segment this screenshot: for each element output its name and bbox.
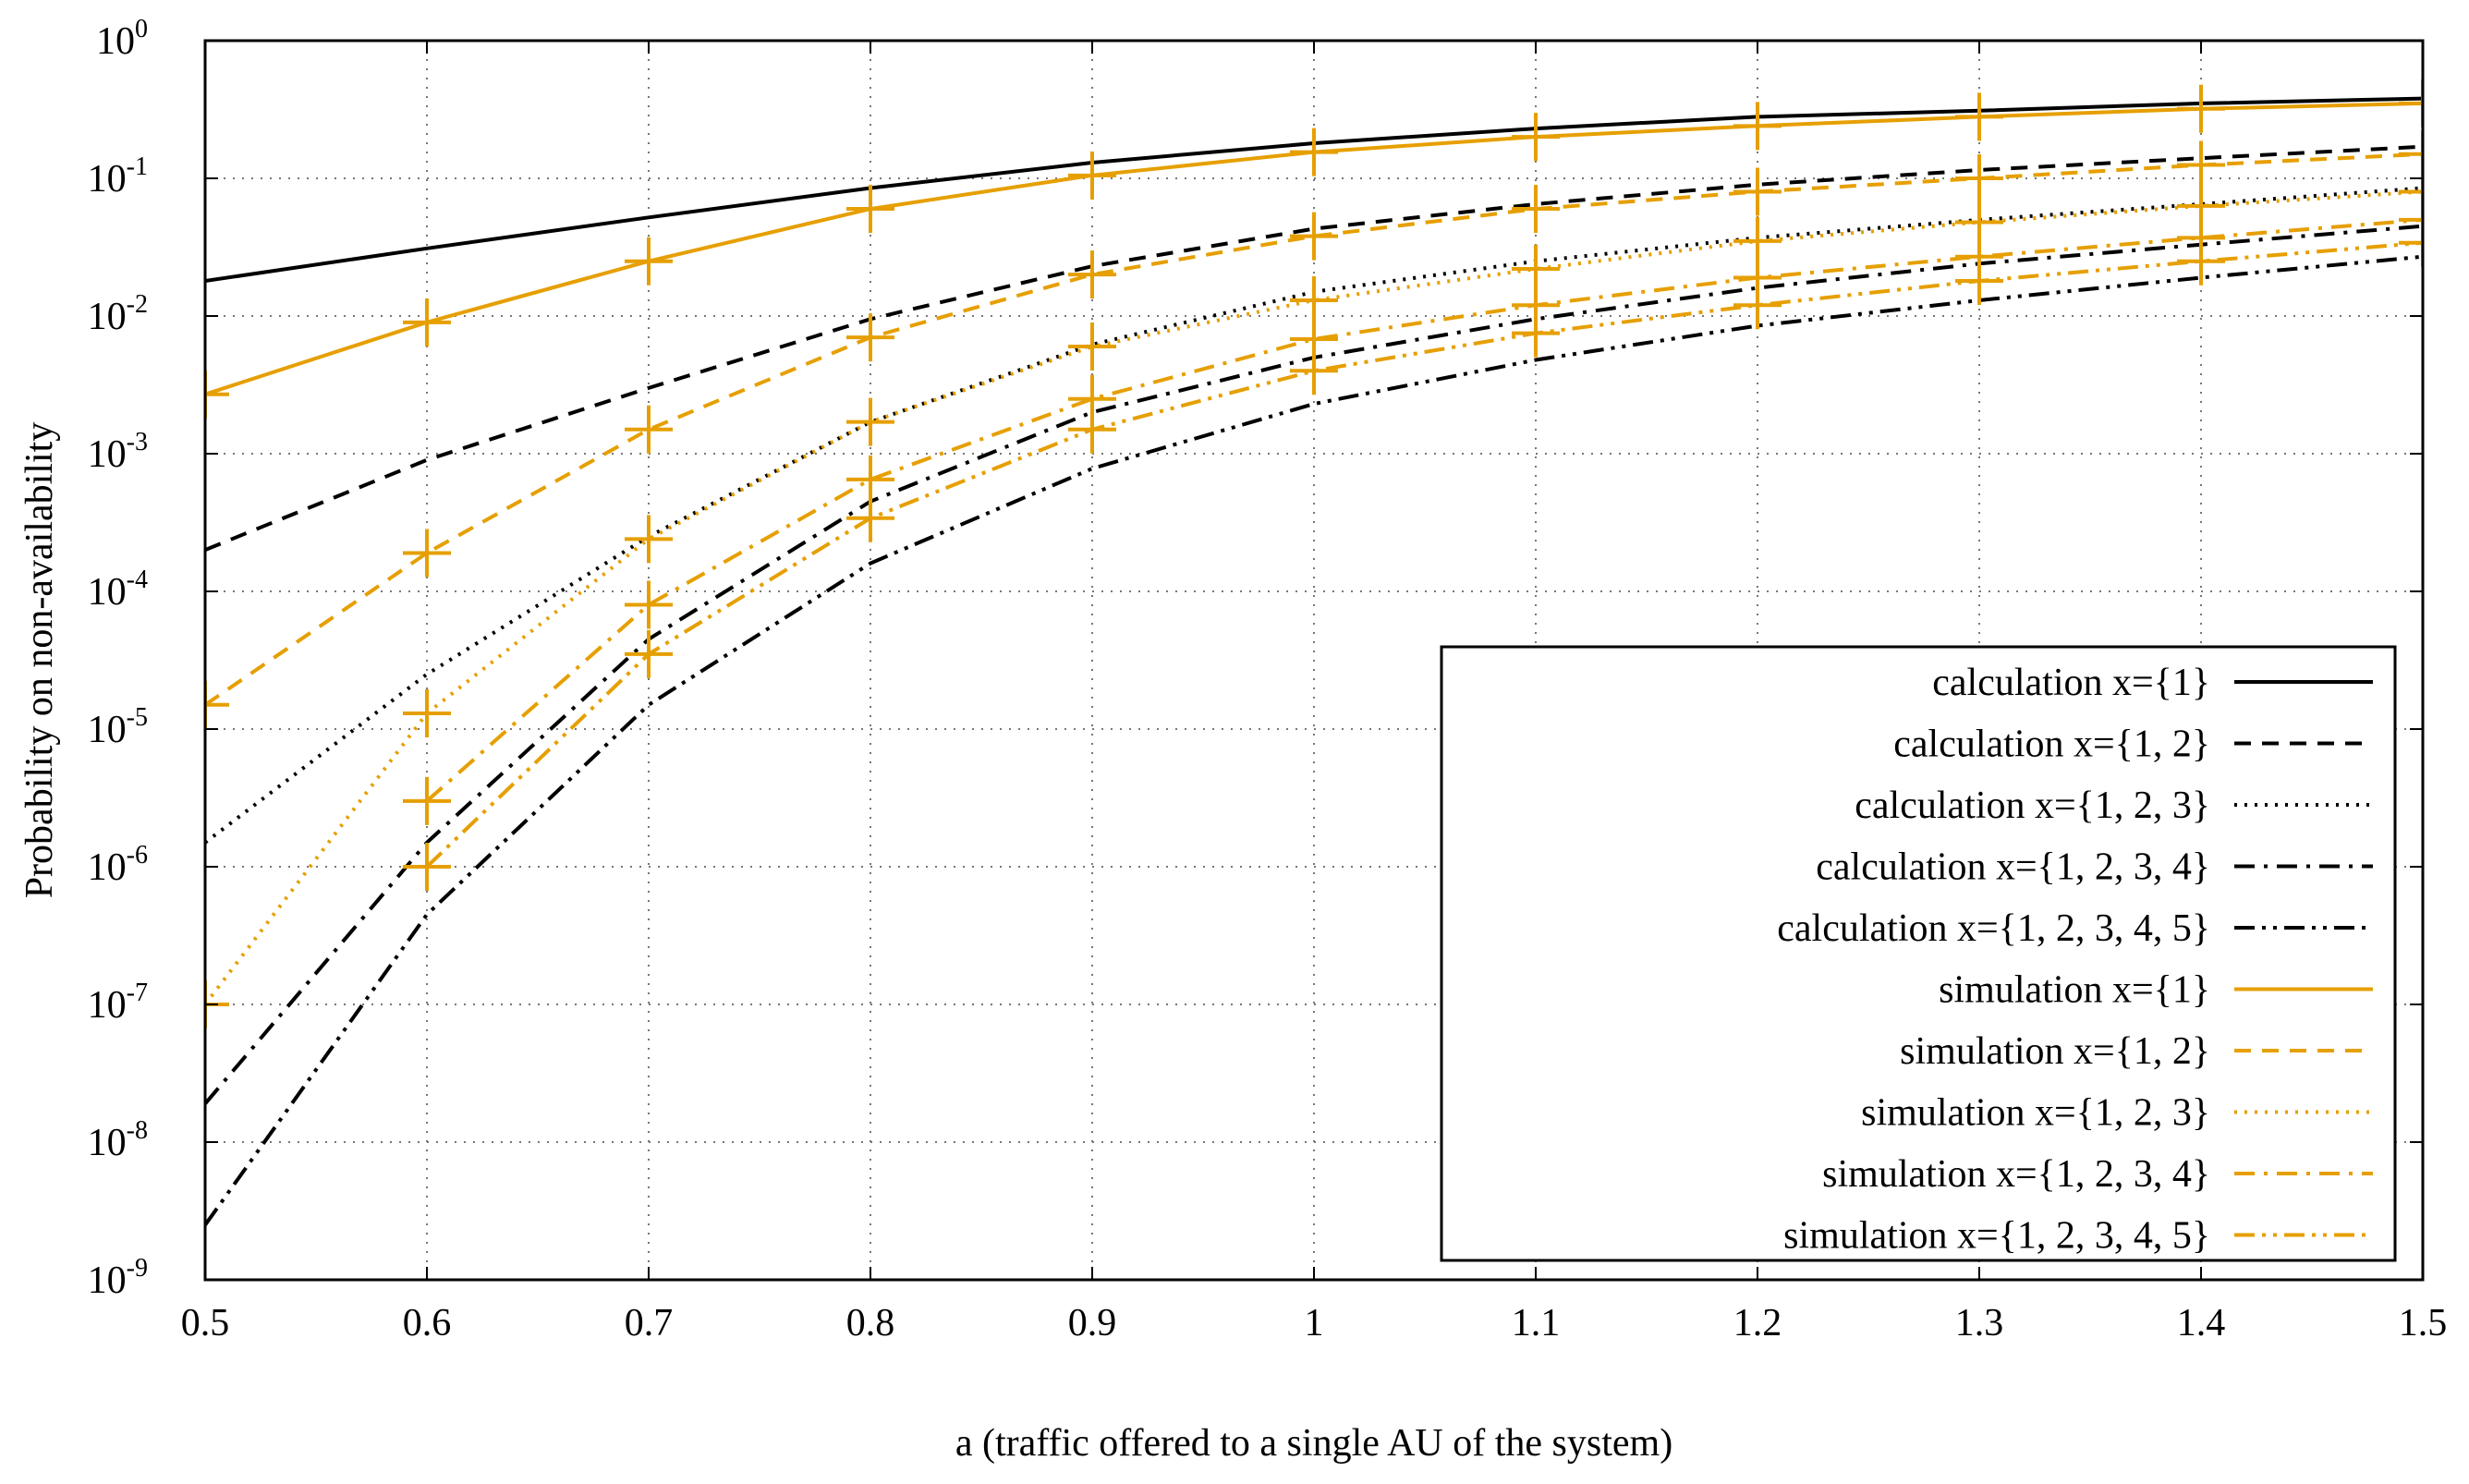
x-tick-label: 1.3 <box>1955 1302 2004 1344</box>
x-tick-label: 0.9 <box>1068 1302 1117 1344</box>
legend-box <box>1440 645 2397 1262</box>
legend-label: simulation x={1, 2, 3, 4} <box>1822 1153 2210 1196</box>
x-tick-label: 1.5 <box>2399 1302 2448 1344</box>
y-tick-label: 10-1 <box>88 152 148 201</box>
y-tick-label: 100 <box>96 15 148 63</box>
data-point-marker <box>2177 237 2225 286</box>
data-point-marker <box>1068 322 1116 371</box>
data-point-marker <box>1290 212 1338 261</box>
data-point-marker <box>846 185 894 234</box>
data-point-marker <box>625 580 673 629</box>
y-tick-label: 10-5 <box>88 703 148 751</box>
data-point-marker <box>403 689 451 738</box>
data-point-marker <box>2399 195 2423 244</box>
x-tick-label: 1 <box>1305 1302 1324 1344</box>
data-point-marker <box>625 629 673 678</box>
data-point-marker <box>625 237 673 286</box>
data-point-marker <box>1733 102 1782 151</box>
data-point-marker <box>1955 92 2003 141</box>
series-line <box>425 217 2423 803</box>
y-tick-label: 10-4 <box>88 566 148 614</box>
data-point-marker <box>1955 154 2003 202</box>
legend: calculation x={1} calculation x={1, 2} cal… <box>1440 645 2397 1262</box>
y-tick-label: 10-8 <box>88 1116 148 1164</box>
data-point-marker <box>846 313 894 362</box>
data-point-marker <box>1290 347 1338 395</box>
data-point-marker <box>1512 185 1560 234</box>
x-tick-label: 0.8 <box>846 1302 895 1344</box>
data-point-marker <box>846 493 894 542</box>
data-point-marker <box>205 370 229 419</box>
legend-label: calculation x={1} <box>1932 662 2210 704</box>
x-tick-label: 0.6 <box>403 1302 452 1344</box>
x-tick-label: 0.7 <box>625 1302 674 1344</box>
data-point-marker <box>1955 256 2003 305</box>
y-tick-label: 10-6 <box>88 841 148 889</box>
y-axis-title: Probability on non-availability <box>18 422 61 899</box>
data-point-marker <box>403 843 451 891</box>
data-point-marker <box>1512 309 1560 358</box>
y-tick-label: 10-3 <box>88 428 148 476</box>
data-point-marker <box>403 298 451 347</box>
data-point-marker <box>846 397 894 446</box>
legend-label: simulation x={1, 2} <box>1900 1030 2210 1073</box>
y-tick-label: 10-9 <box>88 1254 148 1302</box>
legend-label: simulation x={1} <box>1939 969 2210 1012</box>
legend-label: calculation x={1, 2} <box>1893 724 2210 766</box>
y-tick-label: 10-2 <box>88 290 148 338</box>
data-point-marker <box>2177 140 2225 189</box>
plot-frame <box>203 39 2425 1282</box>
data-point-marker <box>1068 151 1116 200</box>
data-point-marker <box>2399 79 2423 128</box>
axes: 0.5 0.6 0.7 0.8 0.9 1 1.1 1.2 1.3 1.4 1.5 100 10-1 10… <box>88 15 2448 1344</box>
data-point-marker <box>205 680 229 729</box>
data-point-marker <box>625 405 673 454</box>
x-tick-label: 1.1 <box>1512 1302 1561 1344</box>
series-line <box>425 240 2423 869</box>
series-group <box>205 79 2423 1226</box>
legend-label: simulation x={1, 2, 3} <box>1861 1092 2210 1135</box>
data-point-marker <box>403 776 451 825</box>
x-tick-label: 0.5 <box>181 1302 230 1344</box>
series-line <box>205 144 2423 552</box>
data-point-marker <box>2399 218 2423 267</box>
data-point-marker <box>403 529 451 578</box>
x-tick-label: 1.4 <box>2177 1302 2226 1344</box>
data-point-marker <box>625 515 673 564</box>
data-point-marker <box>2177 84 2225 133</box>
data-point-marker <box>1068 405 1116 454</box>
data-point-marker <box>1290 128 1338 176</box>
data-point-marker <box>205 980 229 1028</box>
x-tick-label: 1.2 <box>1733 1302 1782 1344</box>
data-point-marker <box>1512 113 1560 162</box>
x-axis-title: a (traffic offered to a single AU of the… <box>955 1422 1672 1465</box>
data-point-marker <box>1068 250 1116 299</box>
y-tick-label: 10-7 <box>88 979 148 1027</box>
legend-label: simulation x={1, 2, 3, 4, 5} <box>1783 1215 2210 1258</box>
data-point-marker <box>2399 167 2423 216</box>
data-point-marker <box>2399 129 2423 178</box>
data-point-marker <box>1733 281 1782 330</box>
data-point-marker <box>1733 167 1782 216</box>
legend-label: calculation x={1, 2, 3} <box>1855 785 2210 827</box>
legend-label: calculation x={1, 2, 3, 4, 5} <box>1777 907 2210 950</box>
legend-label: calculation x={1, 2, 3, 4} <box>1816 846 2210 889</box>
